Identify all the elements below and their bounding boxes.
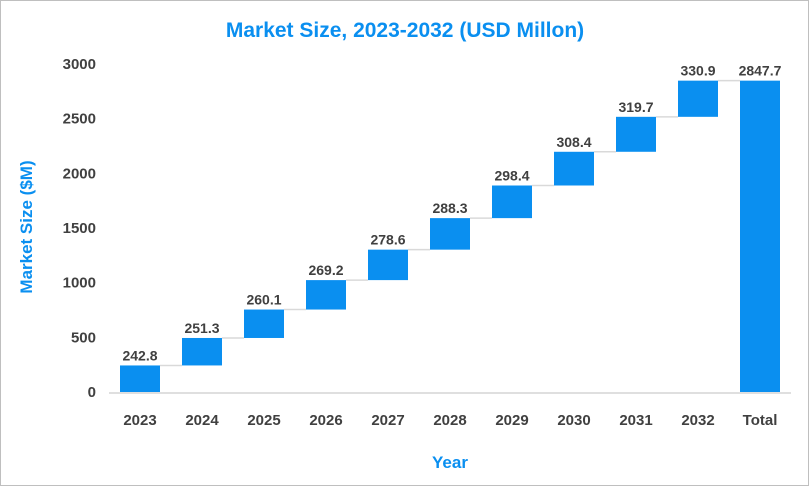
bar-2028 bbox=[430, 218, 470, 250]
y-tick-label: 1000 bbox=[63, 275, 96, 292]
data-label-total: 2847.7 bbox=[739, 63, 782, 79]
x-tick-label: 2027 bbox=[371, 412, 404, 429]
bar-2029 bbox=[492, 185, 532, 219]
data-label-2027: 278.6 bbox=[370, 232, 405, 248]
x-tick-label: 2025 bbox=[247, 412, 280, 429]
data-labels: 242.8 251.3 260.1 269.2 278.6 288.3 298.4 308.4… bbox=[122, 63, 781, 364]
y-axis-ticks: 0 500 1000 1500 2000 2500 3000 bbox=[63, 56, 96, 401]
x-axis-ticks: 2023 2024 2025 2026 2027 2028 2029 2030 2031 2032… bbox=[123, 412, 777, 429]
bar-2032 bbox=[678, 80, 718, 117]
data-label-2025: 260.1 bbox=[246, 292, 281, 308]
bar-2025 bbox=[244, 309, 284, 338]
x-axis-title: Year bbox=[432, 453, 468, 472]
chart-title: Market Size, 2023-2032 (USD Millon) bbox=[226, 19, 584, 42]
bar-2031 bbox=[616, 116, 656, 152]
x-tick-label: 2029 bbox=[495, 412, 528, 429]
bar-group bbox=[120, 80, 780, 393]
data-label-2028: 288.3 bbox=[432, 200, 467, 216]
bar-2026 bbox=[306, 280, 346, 310]
bar-total bbox=[740, 80, 780, 393]
data-label-2030: 308.4 bbox=[556, 134, 591, 150]
data-label-2032: 330.9 bbox=[680, 63, 715, 79]
x-tick-label: 2024 bbox=[185, 412, 219, 429]
data-label-2031: 319.7 bbox=[618, 99, 653, 115]
y-tick-label: 2500 bbox=[63, 111, 96, 128]
y-tick-label: 2000 bbox=[63, 165, 96, 182]
bar-2023 bbox=[120, 365, 160, 392]
data-label-2023: 242.8 bbox=[122, 347, 157, 363]
x-tick-label: 2026 bbox=[309, 412, 342, 429]
data-label-2029: 298.4 bbox=[494, 168, 529, 184]
y-tick-label: 1500 bbox=[63, 220, 96, 237]
data-label-2026: 269.2 bbox=[308, 262, 343, 278]
y-tick-label: 0 bbox=[88, 384, 96, 401]
x-tick-label: 2032 bbox=[681, 412, 714, 429]
bar-2024 bbox=[182, 337, 222, 366]
x-tick-label: 2030 bbox=[557, 412, 590, 429]
bar-2030 bbox=[554, 151, 594, 186]
y-tick-label: 3000 bbox=[63, 56, 96, 73]
x-tick-label: 2028 bbox=[433, 412, 466, 429]
x-tick-label: 2031 bbox=[619, 412, 652, 429]
connector-lines bbox=[160, 79, 740, 367]
y-axis-title: Market Size ($M) bbox=[17, 160, 36, 293]
data-label-2024: 251.3 bbox=[184, 320, 219, 336]
y-tick-label: 500 bbox=[71, 329, 96, 346]
bar-2027 bbox=[368, 249, 408, 281]
x-tick-label: 2023 bbox=[123, 412, 156, 429]
x-tick-label: Total bbox=[743, 412, 778, 429]
